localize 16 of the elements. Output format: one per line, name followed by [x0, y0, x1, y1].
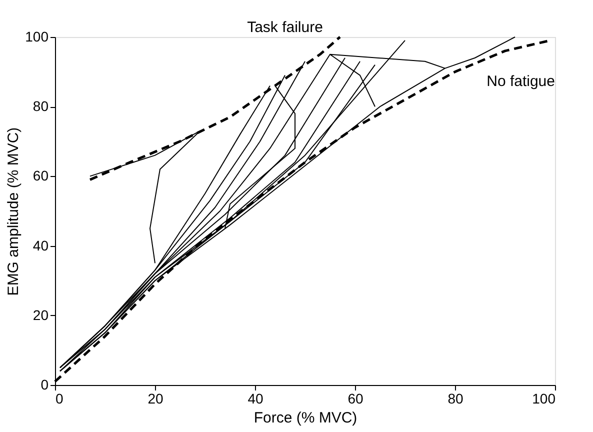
y-tick-label: 80 [32, 98, 49, 114]
x-tick-label: 40 [248, 390, 264, 406]
annotation: No fatigue [486, 73, 555, 90]
y-tick-label: 60 [32, 168, 49, 184]
x-tick-label: 100 [532, 390, 556, 406]
text: Task failure [247, 19, 323, 36]
y-tick-label: 40 [32, 237, 49, 254]
x-tick-label: 20 [148, 390, 164, 406]
y-tick-label: 0 [40, 376, 49, 392]
y-axis-title: EMG amplitude (% MVC) [5, 127, 22, 296]
x-tick-label: 60 [348, 390, 364, 406]
x-tick-label: 0 [56, 390, 64, 406]
x-axis-title: Force (% MVC) [254, 410, 358, 426]
y-tick-label: 100 [25, 28, 49, 44]
x-tick-label: 80 [448, 390, 464, 406]
y-tick-label: 20 [32, 306, 49, 323]
